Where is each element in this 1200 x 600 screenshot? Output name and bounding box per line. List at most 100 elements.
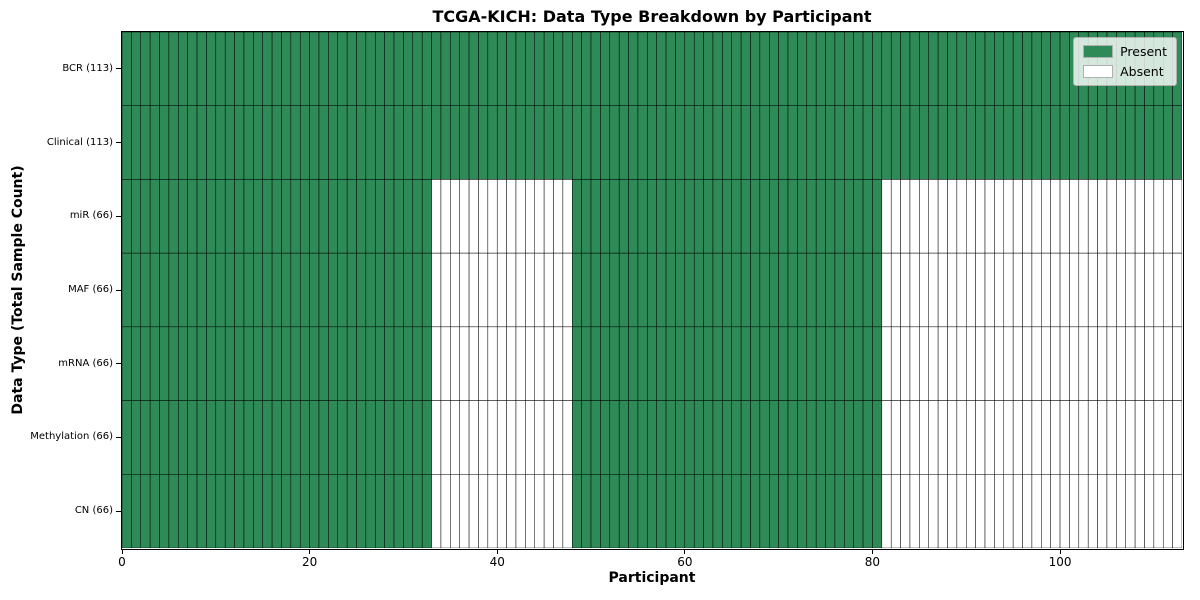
participant-cell xyxy=(224,326,235,401)
participant-cell xyxy=(206,326,217,401)
legend-item-absent: Absent xyxy=(1083,64,1167,79)
participant-cell xyxy=(281,474,292,548)
participant-cell xyxy=(740,179,751,254)
participant-cell xyxy=(243,32,254,106)
participant-cell xyxy=(281,400,292,475)
participant-cell xyxy=(131,179,142,254)
participant-cell xyxy=(1003,252,1014,328)
participant-cell xyxy=(787,32,798,106)
participant-cell xyxy=(637,32,648,106)
participant-cell xyxy=(1153,326,1164,401)
participant-cell xyxy=(178,400,188,475)
participant-cell xyxy=(1041,400,1051,475)
participant-cell xyxy=(806,105,817,180)
participant-cell xyxy=(656,400,667,475)
participant-cell xyxy=(309,326,320,401)
participant-cell xyxy=(506,179,517,254)
participant-cell xyxy=(834,179,845,254)
participant-cell xyxy=(1106,400,1117,475)
participant-cell xyxy=(131,326,142,401)
participant-cell xyxy=(215,32,226,106)
participant-cell xyxy=(956,326,967,401)
participant-cell xyxy=(459,474,470,548)
participant-cell xyxy=(299,326,310,401)
participant-cell xyxy=(1162,252,1173,328)
participant-cell xyxy=(253,474,263,548)
legend-swatch-absent-icon xyxy=(1083,65,1114,78)
participant-cell xyxy=(290,400,301,475)
participant-cell xyxy=(1041,105,1051,180)
participant-cell xyxy=(947,179,958,254)
participant-cell xyxy=(412,32,423,106)
participant-cell xyxy=(346,179,357,254)
participant-cell xyxy=(900,32,911,106)
participant-cell xyxy=(881,105,892,180)
participant-cell xyxy=(984,326,995,401)
participant-cell xyxy=(196,326,207,401)
participant-cell xyxy=(534,252,545,328)
participant-cell xyxy=(440,252,451,328)
participant-cell xyxy=(1012,400,1023,475)
participant-cell xyxy=(937,252,948,328)
participant-cell xyxy=(581,179,592,254)
participant-cell xyxy=(1153,400,1164,475)
participant-cell xyxy=(684,252,695,328)
participant-cell xyxy=(956,179,967,254)
participant-cell xyxy=(440,400,451,475)
participant-cell xyxy=(872,105,883,180)
participant-cell xyxy=(328,105,338,180)
participant-cell xyxy=(496,32,507,106)
participant-cell xyxy=(337,400,348,475)
participant-cell xyxy=(656,32,667,106)
participant-cell xyxy=(966,105,976,180)
participant-cell xyxy=(337,474,348,548)
participant-cell xyxy=(825,179,836,254)
participant-cell xyxy=(159,326,170,401)
participant-cell xyxy=(806,326,817,401)
participant-cell xyxy=(675,105,686,180)
participant-cell xyxy=(534,474,545,548)
participant-cell xyxy=(853,326,864,401)
participant-cell xyxy=(628,252,639,328)
x-tick-mark xyxy=(496,549,498,554)
participant-cell xyxy=(815,105,826,180)
participant-cell xyxy=(487,400,498,475)
participant-cell xyxy=(178,474,188,548)
participant-cell xyxy=(825,32,836,106)
participant-cell xyxy=(1087,400,1098,475)
participant-cell xyxy=(797,179,808,254)
participant-cell xyxy=(525,400,535,475)
participant-cell xyxy=(1031,179,1042,254)
participant-cell xyxy=(159,474,170,548)
participant-cell xyxy=(290,32,301,106)
participant-cell xyxy=(478,400,489,475)
participant-cell xyxy=(900,105,911,180)
participant-cell xyxy=(1144,326,1155,401)
participant-cell xyxy=(1003,105,1014,180)
participant-cell xyxy=(1059,252,1070,328)
participant-cell xyxy=(956,474,967,548)
participant-cell xyxy=(140,326,151,401)
participant-cell xyxy=(609,105,620,180)
participant-cell xyxy=(590,474,601,548)
participant-cell xyxy=(1022,474,1033,548)
participant-cell xyxy=(581,326,592,401)
participant-cell xyxy=(384,400,395,475)
participant-cell xyxy=(281,326,292,401)
participant-cell xyxy=(496,105,507,180)
participant-cell xyxy=(928,105,939,180)
participant-cell xyxy=(262,474,273,548)
participant-cell xyxy=(862,105,873,180)
participant-cell xyxy=(1022,105,1033,180)
participant-cell xyxy=(600,179,611,254)
participant-cell xyxy=(769,326,779,401)
participant-cell xyxy=(403,105,414,180)
participant-cell xyxy=(149,474,160,548)
participant-cell xyxy=(468,474,479,548)
participant-cell xyxy=(769,474,779,548)
participant-cell xyxy=(243,252,254,328)
participant-cell xyxy=(356,400,367,475)
participant-cell xyxy=(206,474,217,548)
participant-cell xyxy=(122,326,132,401)
participant-cell xyxy=(1041,474,1051,548)
